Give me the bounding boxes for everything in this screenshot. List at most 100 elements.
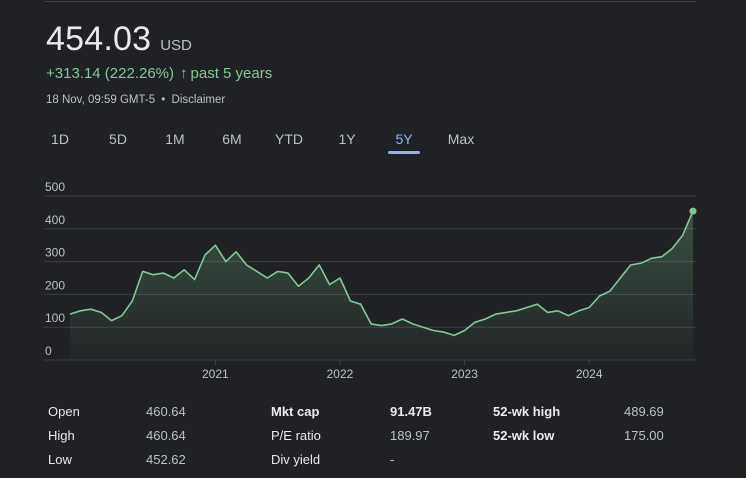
- tab-6m[interactable]: 6M: [222, 131, 242, 147]
- data-point-2023-12: [578, 310, 579, 311]
- data-point-2023-02: [474, 322, 475, 323]
- price-area: [70, 211, 693, 360]
- tab-5y[interactable]: 5Y: [388, 126, 420, 154]
- y-tick-label: 300: [45, 246, 65, 260]
- data-point-2022-03: [360, 304, 361, 305]
- separator-dot: •: [161, 94, 166, 106]
- data-point-2021-03: [236, 251, 237, 252]
- data-point-2021-01: [215, 245, 216, 246]
- data-point-2020-10: [184, 269, 185, 270]
- tab-1m[interactable]: 1M: [165, 131, 185, 147]
- data-point-2022-07: [402, 318, 403, 319]
- stat-value-open: 460.64: [146, 404, 186, 419]
- stat-value-52wk-low: 175.00: [624, 428, 664, 443]
- data-point-2021-06: [267, 277, 268, 278]
- data-point-2020-11: [194, 279, 195, 280]
- data-point-2019-11: [69, 313, 70, 314]
- y-tick-label: 100: [45, 311, 65, 325]
- price-chart-svg: 0 100 200 300 400 500 2021 2022 2023 2024: [44, 180, 697, 381]
- data-point-2020-05: [132, 300, 133, 301]
- data-point-2022-09: [422, 327, 423, 328]
- data-point-2024-08: [661, 256, 662, 257]
- stat-value-pe-ratio: 189.97: [390, 428, 430, 443]
- tab-max[interactable]: Max: [447, 131, 475, 147]
- current-price: 454.03: [46, 20, 152, 58]
- data-point-2021-12: [329, 284, 330, 285]
- stat-label-pe-ratio: P/E ratio: [271, 428, 321, 443]
- y-tick-label: 500: [45, 180, 65, 194]
- data-point-2021-08: [287, 272, 288, 273]
- tab-1y[interactable]: 1Y: [338, 131, 356, 147]
- y-tick-label: 400: [45, 213, 65, 227]
- data-point-2021-07: [277, 271, 278, 272]
- data-point-2020-06: [142, 271, 143, 272]
- data-point-2023-08: [537, 304, 538, 305]
- change-value: +313.14 (222.26%): [46, 65, 175, 82]
- data-point-2020-09: [173, 277, 174, 278]
- data-point-2023-09: [547, 312, 548, 313]
- quote-timestamp: 18 Nov, 09:59 GMT-5: [46, 94, 156, 106]
- tab-1d[interactable]: 1D: [51, 131, 69, 147]
- stat-label-div-yield: Div yield: [271, 452, 321, 467]
- data-point-2023-01: [464, 330, 465, 331]
- currency-label: USD: [160, 37, 192, 54]
- time-range-tabs: 1D 5D 1M 6M YTD 1Y 5Y Max: [44, 126, 479, 154]
- data-point-2022-10: [433, 330, 434, 331]
- stat-label-52wk-high: 52-wk high: [493, 404, 561, 419]
- data-point-2021-04: [246, 264, 247, 265]
- data-point-2023-04: [495, 313, 496, 314]
- data-point-2020-04: [121, 315, 122, 316]
- data-point-2024-05: [630, 264, 631, 265]
- data-point-2022-05: [381, 325, 382, 326]
- stat-value-high: 460.64: [146, 428, 186, 443]
- price-line: [69, 210, 694, 337]
- data-point-2022-02: [350, 300, 351, 301]
- tab-5d[interactable]: 5D: [109, 131, 127, 147]
- data-point-2020-12: [204, 254, 205, 255]
- data-point-2024-09: [672, 248, 673, 249]
- data-point-2024-04: [620, 277, 621, 278]
- x-tick-label: 2022: [327, 367, 354, 381]
- disclaimer-link[interactable]: Disclaimer: [171, 94, 226, 106]
- data-point-2024-02: [599, 295, 600, 296]
- data-point-2024-03: [609, 291, 610, 292]
- data-point-2022-08: [412, 323, 413, 324]
- stat-value-mkt-cap: 91.47B: [390, 404, 432, 419]
- data-point-2023-03: [485, 318, 486, 319]
- top-divider: [44, 1, 696, 2]
- data-point-2023-05: [506, 312, 507, 313]
- data-point-2022-12: [454, 335, 455, 336]
- data-point-2024-10: [682, 235, 683, 236]
- stat-label-low: Low: [48, 452, 72, 467]
- tab-ytd[interactable]: YTD: [275, 131, 303, 147]
- data-point-2021-10: [308, 277, 309, 278]
- data-point-2023-06: [516, 310, 517, 311]
- data-point-2021-11: [319, 264, 320, 265]
- price-chart: 0 100 200 300 400 500 2021 2022 2023 2024: [0, 180, 746, 390]
- data-point-2019-12: [80, 310, 81, 311]
- y-tick-label: 200: [45, 278, 65, 292]
- data-point-2024-06: [640, 263, 641, 264]
- data-point-2022-01: [339, 277, 340, 278]
- data-point-2021-02: [225, 261, 226, 262]
- x-tick-label: 2021: [202, 367, 229, 381]
- stat-value-div-yield: -: [390, 452, 395, 467]
- data-point-2020-03: [111, 320, 112, 321]
- price-header: 454.03 USD: [46, 20, 192, 59]
- data-point-2020-08: [163, 272, 164, 273]
- data-point-2020-07: [152, 274, 153, 275]
- data-point-2024-07: [651, 258, 652, 259]
- stat-label-open: Open: [48, 404, 80, 419]
- stat-label-52wk-low: 52-wk low: [493, 428, 555, 443]
- data-point-2022-06: [391, 323, 392, 324]
- stat-value-52wk-high: 489.69: [624, 404, 664, 419]
- data-point-2020-01: [90, 309, 91, 310]
- x-tick-label: 2023: [451, 367, 478, 381]
- data-point-2023-11: [568, 315, 569, 316]
- data-point-2020-02: [101, 312, 102, 313]
- data-point-2024-01: [589, 307, 590, 308]
- data-point-2023-07: [526, 307, 527, 308]
- stat-label-mkt-cap: Mkt cap: [271, 404, 320, 419]
- stat-label-high: High: [48, 428, 75, 443]
